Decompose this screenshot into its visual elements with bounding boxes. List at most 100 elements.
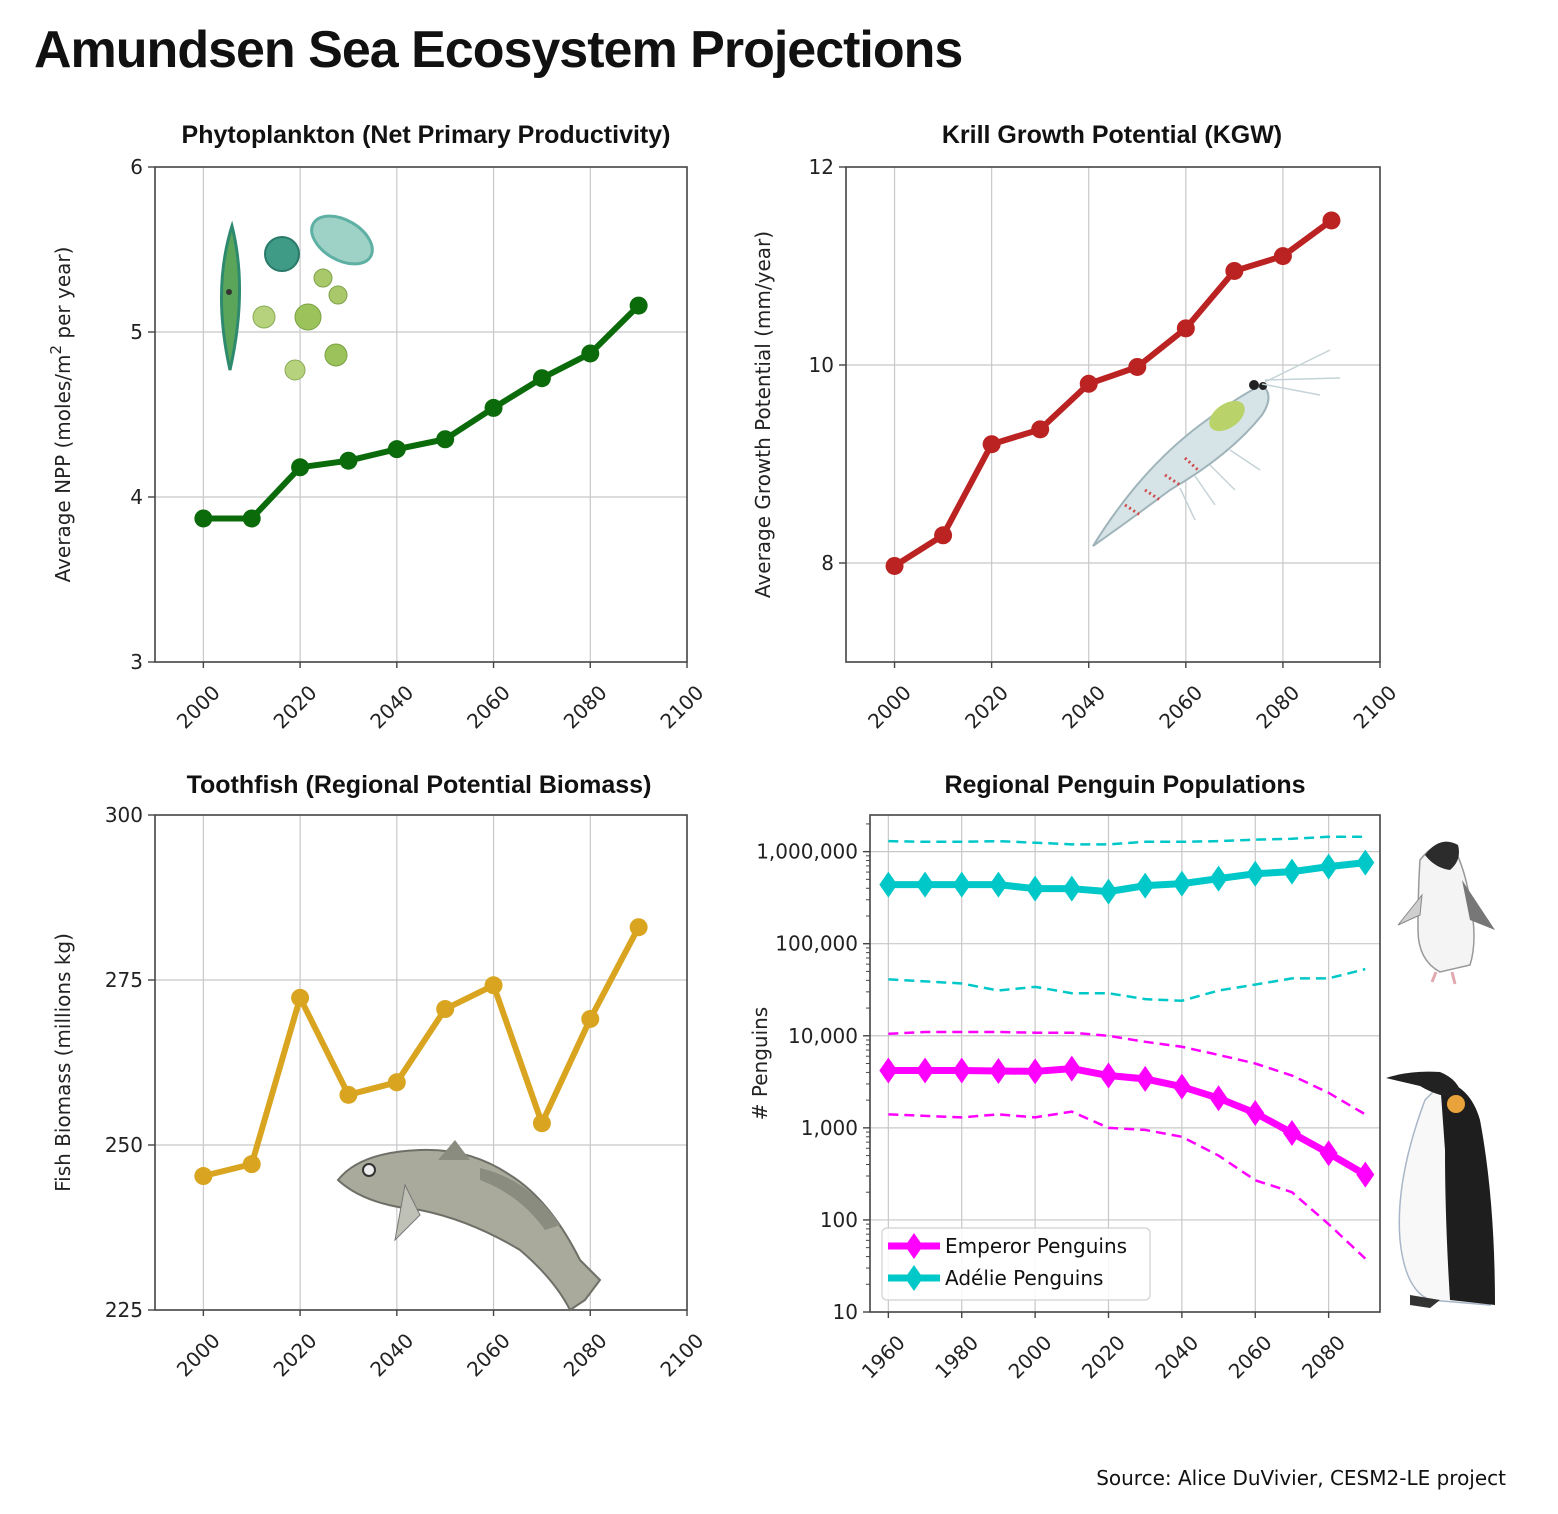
data-point	[1322, 211, 1341, 230]
fish-eye-icon	[362, 1163, 376, 1177]
diamond-marker	[1026, 1058, 1045, 1085]
y-tick-label: 6	[130, 155, 143, 179]
legend-diamond-icon	[905, 1265, 923, 1291]
y-tick-label: 10	[833, 1300, 858, 1324]
y-tick-label: 250	[105, 1133, 143, 1157]
x-tick-label: 1960	[857, 1330, 910, 1383]
emperor-feet	[1410, 1295, 1440, 1308]
data-point	[1031, 420, 1050, 439]
data-point	[532, 1114, 551, 1133]
y-axis-label: Fish Biomass (millions kg)	[51, 933, 75, 1192]
diamond-marker	[1062, 875, 1081, 902]
plot-frame	[845, 166, 1381, 663]
lower-bound-line	[888, 1110, 1367, 1260]
legend-box	[881, 1227, 1151, 1301]
data-point	[982, 435, 1001, 454]
fish-dorsal-fin	[438, 1140, 470, 1160]
y-tick-label: 100	[820, 1208, 858, 1232]
data-point	[1128, 357, 1147, 376]
fish-pectoral-fin	[394, 1183, 421, 1242]
diamond-marker	[1062, 1055, 1081, 1082]
data-point	[1273, 247, 1292, 266]
cell-icon	[284, 359, 306, 381]
y-tick-label: 3	[130, 650, 143, 674]
data-point	[194, 509, 213, 528]
legend-label: Adélie Penguins	[945, 1266, 1103, 1290]
y-tick-label: 100,000	[775, 932, 858, 956]
upper-bound-line	[888, 835, 1366, 846]
diatom-centric-icon	[264, 236, 300, 272]
data-point	[436, 1000, 455, 1019]
data-point	[532, 369, 551, 388]
upper-bound-line	[888, 1030, 1366, 1116]
y-tick-label: 1,000,000	[756, 840, 858, 864]
diamond-marker	[1026, 875, 1045, 902]
plot-frame	[154, 814, 688, 1311]
data-line	[203, 303, 641, 522]
diamond-marker	[1172, 1073, 1191, 1100]
cell-icon	[324, 343, 348, 367]
y-tick-label: 275	[105, 968, 143, 992]
diamond-marker	[1356, 849, 1375, 876]
emperor-head-icon	[1386, 1071, 1462, 1098]
plot-frame	[869, 814, 1381, 1313]
data-point	[339, 1085, 358, 1104]
diamond-marker	[1246, 1099, 1265, 1126]
chart-title: Toothfish (Regional Potential Biomass)	[187, 771, 652, 799]
y-tick-label: 12	[809, 155, 834, 179]
diatom-girdle-icon	[310, 214, 374, 266]
adelie-feet	[1430, 971, 1457, 985]
krill-red-spots	[1124, 456, 1200, 517]
data-point	[484, 398, 503, 417]
diamond-marker	[989, 1057, 1008, 1084]
data-point	[629, 296, 648, 315]
data-point	[1176, 319, 1195, 338]
cell-icon	[328, 285, 348, 305]
y-tick-label: 10	[809, 353, 834, 377]
diamond-marker	[1209, 1085, 1228, 1112]
penguin-plot: Regional Penguin Populations 1960 1980 2000…	[748, 771, 1381, 1383]
diamond-marker	[1209, 865, 1228, 892]
data-point	[885, 556, 904, 575]
emperor-ear-patch-icon	[1447, 1095, 1465, 1113]
source-credit: Source: Alice DuVivier, CESM2-LE project	[1096, 1466, 1506, 1490]
adelie-penguin-illustration	[1397, 841, 1495, 985]
x-tick-label: 2020	[1077, 1330, 1130, 1383]
data-point	[242, 509, 261, 528]
data-point	[194, 1167, 213, 1186]
y-tick-label: 4	[130, 485, 143, 509]
emperor-penguin-illustration	[1386, 1071, 1495, 1308]
x-tick-label: 2080	[1297, 1330, 1350, 1383]
diamond-marker	[879, 871, 898, 898]
phytoplankton-illustration	[219, 214, 374, 381]
data-point	[1079, 374, 1098, 393]
diamond-marker	[1282, 858, 1301, 885]
diamond-marker	[1099, 878, 1118, 905]
cell-icon	[252, 305, 276, 329]
cell-icon	[313, 268, 333, 288]
data-point	[1225, 261, 1244, 280]
x-tick-label: 1980	[930, 1330, 983, 1383]
x-tick-label: 2000	[1004, 1330, 1057, 1383]
diamond-marker	[1282, 1119, 1301, 1146]
diamond-marker	[952, 1057, 971, 1084]
diamond-marker	[952, 871, 971, 898]
data-point	[484, 976, 503, 995]
data-point	[934, 526, 953, 545]
chart-title: Regional Penguin Populations	[944, 771, 1305, 799]
chart-title: Krill Growth Potential (KGW)	[942, 121, 1282, 149]
y-axis-label: # Penguins	[748, 1007, 772, 1120]
diamond-marker	[1319, 853, 1338, 880]
diamond-marker	[1099, 1062, 1118, 1089]
y-tick-label: 1,000	[801, 1116, 858, 1140]
data-point	[242, 1155, 261, 1174]
krill-gut-icon	[1209, 400, 1245, 432]
plot-frame	[154, 166, 688, 663]
data-point	[581, 344, 600, 363]
legend: Emperor Penguins Adélie Penguins	[881, 1227, 1151, 1301]
diamond-marker	[1356, 1161, 1375, 1188]
fish-rear-dorsal-fin	[480, 1168, 560, 1230]
page-title: Amundsen Sea Ecosystem Projections	[34, 21, 963, 79]
